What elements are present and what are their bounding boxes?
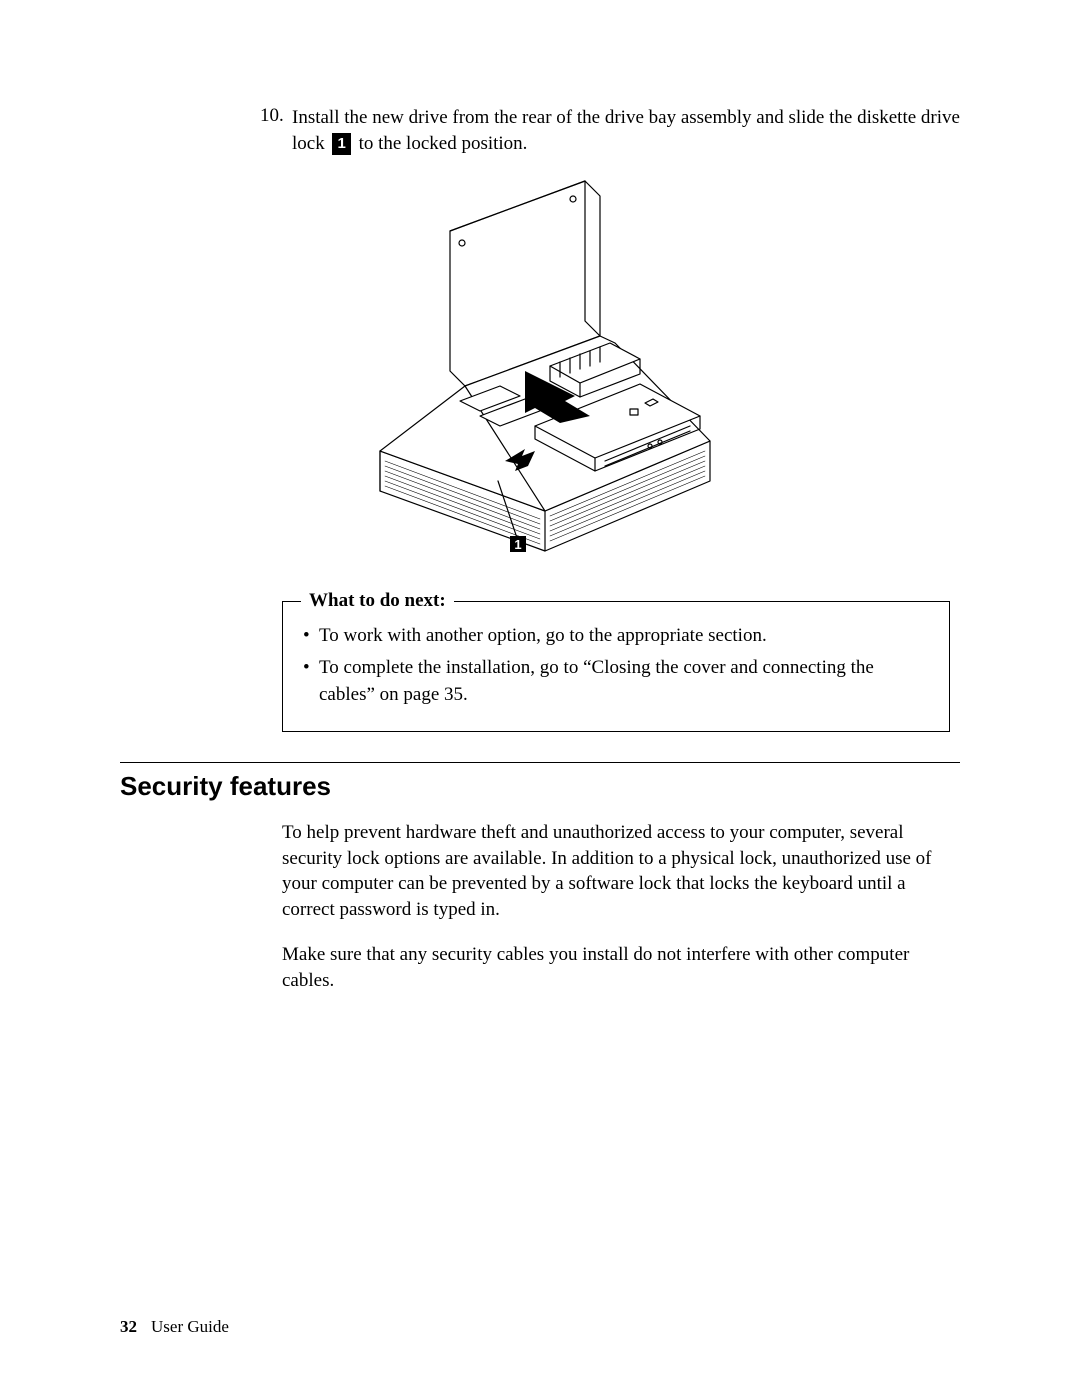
page-content: 10. Install the new drive from the rear … (0, 0, 1080, 994)
computer-diagram: 1 (350, 171, 730, 571)
section-heading: Security features (120, 771, 960, 802)
info-box-item-1: To complete the installation, go to “Clo… (301, 654, 931, 709)
diagram-callout-1: 1 (514, 537, 521, 552)
what-to-do-next-box: What to do next: To work with another op… (282, 601, 950, 732)
section-divider (120, 762, 960, 763)
info-box-title: What to do next: (301, 590, 454, 612)
page-footer: 32 User Guide (120, 1317, 229, 1337)
info-box-list: To work with another option, go to the a… (301, 622, 931, 709)
step-text-part2: to the locked position. (354, 133, 528, 154)
step-number: 10. (260, 105, 292, 156)
section-paragraph-1: Make sure that any security cables you i… (282, 942, 960, 993)
section-paragraph-0: To help prevent hardware theft and unaut… (282, 820, 960, 923)
diagram-container: 1 (120, 171, 960, 571)
step-10: 10. Install the new drive from the rear … (260, 105, 960, 156)
step-text: Install the new drive from the rear of t… (292, 105, 960, 156)
info-box-item-0: To work with another option, go to the a… (301, 622, 931, 650)
doc-title: User Guide (151, 1317, 229, 1336)
page-number: 32 (120, 1317, 137, 1336)
callout-inline: 1 (332, 133, 350, 155)
